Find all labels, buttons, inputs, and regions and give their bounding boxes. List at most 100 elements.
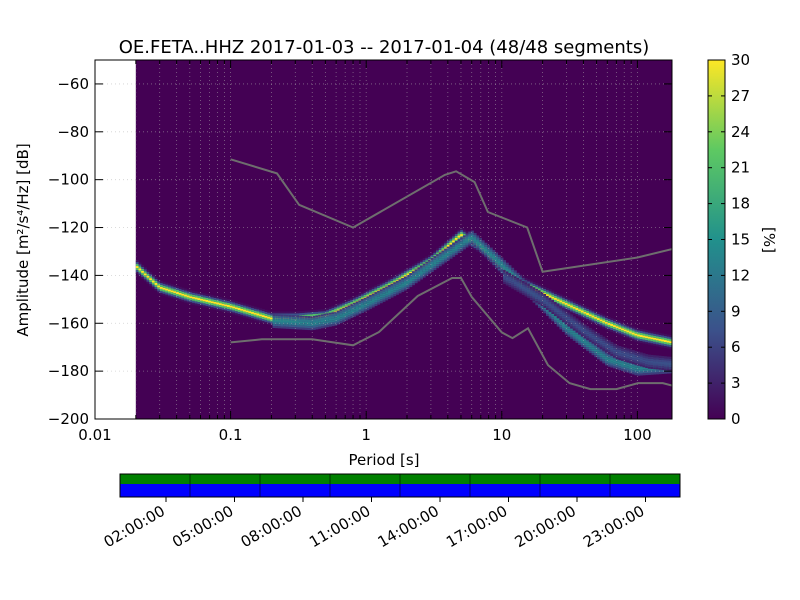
heatmap-cell (395, 275, 399, 278)
heatmap-cell (551, 290, 555, 293)
heatmap-cell (583, 307, 587, 310)
heatmap-cell (575, 326, 579, 329)
heatmap-cell (438, 260, 442, 263)
heatmap-cell (326, 313, 330, 316)
heatmap-cell (189, 294, 193, 297)
heatmap-cell (398, 274, 402, 277)
heatmap-cell (629, 357, 633, 360)
heatmap-cell (304, 323, 308, 326)
heatmap-cell (545, 309, 549, 312)
heatmap-cell (366, 306, 370, 309)
heatmap-cell (369, 306, 373, 309)
heatmap-cell (296, 311, 300, 314)
heatmap-cell (586, 309, 590, 312)
heatmap-cell (599, 351, 603, 354)
heatmap-cell (470, 242, 474, 245)
heatmap-cell (497, 264, 501, 267)
heatmap-cell (454, 252, 458, 255)
heatmap-cell (618, 360, 622, 363)
heatmap-cell (623, 369, 627, 372)
heatmap-cell (602, 361, 606, 364)
heatmap-cell (621, 330, 625, 333)
heatmap-cell (307, 316, 311, 319)
heatmap-cell (326, 312, 330, 315)
heatmap-cell (626, 370, 630, 373)
heatmap-cell (645, 332, 649, 335)
heatmap-cell (395, 286, 399, 289)
heatmap-cell (591, 343, 595, 346)
heatmap-cell (208, 302, 212, 305)
heatmap-cell (511, 269, 515, 272)
heatmap-cell (334, 311, 338, 314)
heatmap-cell (588, 335, 592, 338)
heatmap-cell (318, 309, 322, 312)
heatmap-cell (588, 345, 592, 348)
heatmap-cell (519, 283, 523, 286)
heatmap-cell (580, 322, 584, 325)
heatmap-cell (637, 367, 641, 370)
y-tick-label: −160 (48, 314, 89, 332)
heatmap-cell (449, 244, 453, 247)
heatmap-cell (358, 297, 362, 300)
heatmap-cell (143, 271, 147, 274)
heatmap-cell (626, 354, 630, 357)
heatmap-cell (655, 363, 659, 366)
heatmap-cell (666, 362, 670, 365)
heatmap-cell (575, 328, 579, 331)
time-tick-label: 05:00:00 (169, 502, 236, 551)
heatmap-cell (559, 312, 563, 315)
heatmap-cell (508, 271, 512, 274)
heatmap-cell (285, 313, 289, 316)
heatmap-cell (414, 266, 418, 269)
heatmap-cell (141, 272, 145, 275)
heatmap-cell (194, 295, 198, 298)
heatmap-cell (559, 300, 563, 303)
heatmap-cell (243, 313, 247, 316)
heatmap-cell (235, 311, 238, 314)
heatmap-cell (645, 356, 649, 359)
heatmap-cell (162, 285, 166, 288)
heatmap-cell (481, 244, 485, 247)
heatmap-cell (369, 298, 373, 301)
heatmap-cell (578, 309, 582, 312)
heatmap-cell (218, 309, 222, 312)
heatmap-cell (567, 312, 571, 315)
heatmap-cell (535, 290, 539, 293)
heatmap-cell (218, 303, 222, 306)
heatmap-cell (331, 322, 335, 325)
heatmap-cell (615, 324, 619, 327)
heatmap-cell (570, 307, 574, 310)
heatmap-cell (610, 355, 614, 358)
heatmap-cell (567, 320, 571, 323)
heatmap-cell (403, 282, 407, 285)
heatmap-cell (253, 312, 257, 315)
heatmap-cell (594, 320, 598, 323)
heatmap-cell (323, 319, 327, 322)
heatmap-cell (315, 315, 319, 318)
heatmap-cell (390, 295, 394, 298)
heatmap-cell (468, 241, 472, 244)
heatmap-cell (403, 288, 407, 291)
heatmap-cell (318, 322, 322, 325)
heatmap-cell (580, 308, 584, 311)
heatmap-cell (583, 334, 587, 337)
heatmap-cell (540, 287, 544, 290)
heatmap-cell (277, 324, 281, 327)
heatmap-cell (422, 267, 426, 270)
heatmap-cell (146, 279, 150, 282)
heatmap-cell (570, 309, 574, 312)
heatmap-cell (543, 299, 547, 302)
heatmap-cell (508, 283, 512, 286)
colorbar-tick-label: 15 (731, 231, 750, 249)
heatmap-cell (642, 353, 646, 356)
heatmap-cell (393, 284, 397, 287)
heatmap-cell (361, 310, 364, 313)
heatmap-cell (588, 318, 592, 321)
heatmap-cell (621, 328, 625, 331)
heatmap-cell (411, 273, 415, 276)
heatmap-cell (465, 245, 469, 248)
heatmap-cell (285, 314, 289, 317)
y-tick-label: −180 (48, 362, 89, 380)
heatmap-cell (535, 288, 539, 291)
heatmap-cell (642, 337, 646, 340)
